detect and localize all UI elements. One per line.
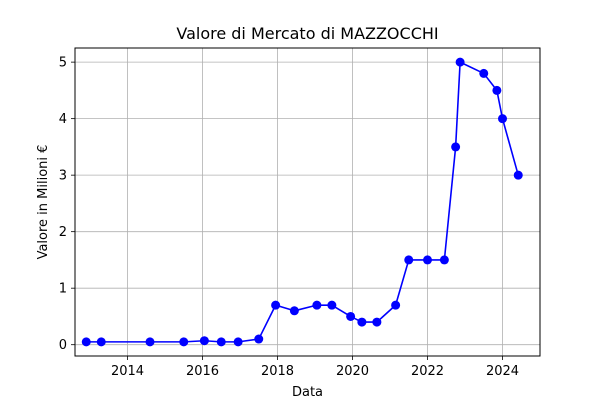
y-tick-label: 3 [59, 169, 67, 184]
x-tick-label: 2022 [411, 364, 444, 379]
data-point [372, 317, 382, 327]
data-point [498, 114, 507, 124]
data-point [451, 142, 461, 152]
data-point [492, 85, 502, 95]
data-point [327, 300, 337, 310]
x-tick-label: 2020 [336, 364, 369, 379]
y-tick-label: 0 [59, 338, 67, 353]
data-point [439, 255, 449, 265]
data-point [271, 300, 281, 310]
x-tick-label: 2024 [486, 364, 519, 379]
y-axis-label: Valore in Milioni € [36, 145, 51, 260]
plot-area-frame [74, 47, 541, 357]
series-layer [81, 57, 523, 347]
data-point [513, 170, 523, 180]
data-point [357, 317, 367, 327]
x-tick-label: 2016 [186, 364, 219, 379]
y-tick-label: 2 [59, 225, 67, 240]
data-point [254, 334, 264, 344]
data-point [346, 311, 356, 321]
x-tick-label: 2014 [111, 364, 144, 379]
y-tick-label: 5 [59, 56, 67, 71]
data-point [455, 57, 465, 67]
data-point [179, 337, 189, 347]
data-point [423, 255, 432, 265]
data-point [199, 336, 209, 346]
data-point [289, 306, 299, 316]
data-point [391, 300, 401, 310]
y-tick-label: 1 [59, 282, 67, 297]
grid [75, 48, 540, 356]
chart-title: Valore di Mercato di MAZZOCCHI [176, 24, 438, 43]
x-axis-label: Data [292, 385, 323, 400]
data-point [233, 337, 243, 347]
y-tick-label: 4 [59, 112, 67, 127]
data-point [96, 337, 106, 347]
x-tick-label: 2018 [261, 364, 294, 379]
data-point [216, 337, 226, 347]
data-point [81, 337, 91, 347]
data-point [479, 68, 489, 78]
data-point [404, 255, 414, 265]
data-point [145, 337, 155, 347]
axis-ticks: 2014 2016 2018 2020 2022 2024 0 1 2 3 4 5 [59, 56, 519, 379]
data-point [312, 300, 322, 310]
